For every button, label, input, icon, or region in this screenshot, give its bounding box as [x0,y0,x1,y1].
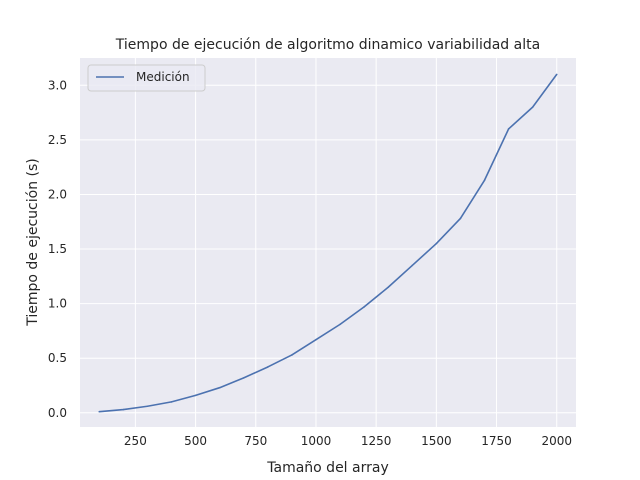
data-point [291,354,293,356]
x-tick-label: 1000 [301,434,332,448]
y-tick-label: 1.0 [48,297,67,311]
data-point [242,377,245,379]
legend-box [87,64,206,92]
x-tick-label: 250 [124,434,147,448]
x-tick-label: 750 [244,434,267,448]
x-axis-label: Tamaño del array [266,460,388,476]
y-tick-label: 0.5 [48,351,67,365]
chart-title: Tiempo de ejecución de algoritmo dinamic… [115,37,540,53]
x-tick-label: 1500 [421,434,452,448]
data-point [98,410,101,413]
data-point [387,286,389,289]
y-tick-label: 3.0 [48,78,67,92]
data-point [315,338,317,341]
series-lines [98,73,558,413]
data-point [122,408,125,411]
data-point [435,242,438,245]
data-point [363,306,365,308]
data-point [218,386,221,389]
x-tick-label: 500 [184,434,207,448]
x-tick-label: 2000 [541,434,572,448]
data-point [459,217,462,220]
data-point [194,394,197,397]
y-axis-ticks: 0.0 0.5 1.0 1.5 2.0 2.5 3.0 [48,78,67,420]
y-tick-label: 0.0 [48,406,67,420]
data-point [339,323,341,326]
series-line-0 [99,73,558,413]
data-point [555,73,558,76]
y-tick-label: 2.5 [48,133,67,147]
data-point [507,128,510,130]
data-point [531,106,534,108]
legend-label: Medición [136,70,190,84]
y-tick-label: 2.0 [48,187,67,201]
y-tick-label: 1.5 [48,242,67,256]
data-point [170,401,173,403]
y-axis-label: Tiempo de ejecución (s) [25,158,41,327]
legend: Medición [87,64,206,92]
plot-area [80,58,576,427]
data-point [411,264,414,267]
data-point [267,366,269,368]
x-tick-label: 1250 [361,434,392,448]
data-point [483,179,486,182]
x-tick-label: 1750 [481,434,512,448]
x-axis-ticks: 250 500 750 1000 1250 1500 1750 2000 [124,434,572,448]
data-point [146,405,149,408]
